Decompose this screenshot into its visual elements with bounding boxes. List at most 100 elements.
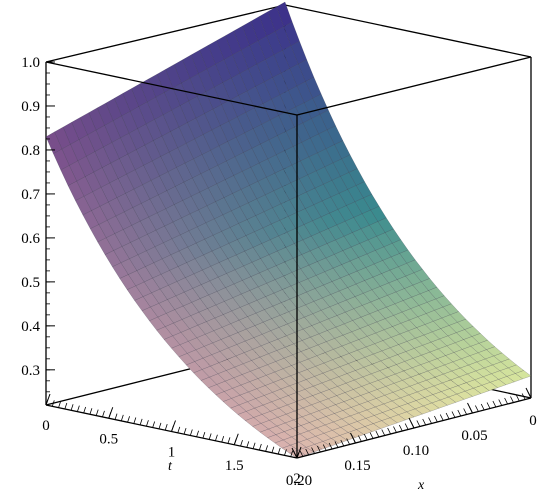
x-minor-tick <box>293 451 298 459</box>
z-tick-label: 0.7 <box>21 187 40 203</box>
x-minor-tick <box>463 408 468 415</box>
x-minor-tick <box>486 402 491 409</box>
t-minor-tick <box>240 439 243 447</box>
t-minor-tick <box>215 434 218 441</box>
x-minor-tick <box>387 427 391 435</box>
t-axis-label: t <box>168 459 173 474</box>
t-tick-label: 0.5 <box>99 431 118 447</box>
z-tick-label: 1.0 <box>21 55 40 71</box>
x-minor-tick <box>457 409 462 417</box>
t-minor-tick <box>64 402 68 410</box>
t-minor-tick <box>296 451 300 459</box>
x-minor-tick <box>381 429 386 436</box>
x-minor-tick <box>334 441 339 448</box>
x-minor-tick <box>434 415 438 423</box>
t-minor-tick <box>189 429 193 436</box>
box-edge-top-front-right <box>296 56 532 116</box>
t-minor-tick <box>108 412 112 419</box>
t-minor-tick <box>177 426 181 433</box>
x-minor-tick <box>510 396 514 403</box>
x-minor-tick <box>393 426 397 433</box>
t-minor-tick <box>284 449 287 456</box>
t-minor-tick <box>202 431 206 439</box>
x-minor-tick <box>469 406 473 414</box>
x-minor-tick <box>317 445 321 453</box>
x-minor-tick <box>369 432 374 439</box>
x-minor-tick <box>352 436 356 444</box>
t-minor-tick <box>120 414 124 422</box>
t-minor-tick <box>196 430 199 437</box>
x-minor-tick <box>527 391 532 399</box>
t-minor-tick <box>258 443 262 451</box>
z-tick-label: 0.8 <box>21 143 40 159</box>
t-minor-tick <box>183 428 187 435</box>
x-minor-tick <box>328 442 333 450</box>
x-minor-tick <box>445 412 450 420</box>
t-minor-tick <box>127 416 130 423</box>
x-minor-tick <box>299 450 304 457</box>
x-minor-tick <box>305 448 310 456</box>
x-minor-tick <box>498 399 503 406</box>
t-minor-tick <box>45 398 49 406</box>
t-minor-tick <box>221 435 225 443</box>
t-minor-tick <box>208 433 212 440</box>
t-tick-label: 2 <box>293 471 301 487</box>
z-tick-label: 0.4 <box>21 319 40 335</box>
x-tick-label: 0.05 <box>461 428 487 444</box>
x-minor-tick <box>521 393 526 400</box>
t-minor-tick <box>171 425 174 432</box>
t-minor-tick <box>83 406 87 414</box>
box-edge-top-right <box>284 4 532 58</box>
t-minor-tick <box>102 410 105 418</box>
t-minor-tick <box>277 447 281 455</box>
t-tick-label: 1.5 <box>225 458 244 474</box>
z-tick-label: 0.6 <box>21 231 40 247</box>
x-tick-label: 0.15 <box>344 458 370 474</box>
x-axis-label: x <box>417 478 425 493</box>
x-minor-tick <box>340 439 345 447</box>
t-tick-label: 1 <box>168 445 176 461</box>
x-minor-tick <box>422 418 427 426</box>
t-minor-tick <box>265 445 269 452</box>
t-minor-tick <box>95 409 99 416</box>
x-tick-label: 0.10 <box>403 443 429 459</box>
x-minor-tick <box>480 403 485 411</box>
box-edge-top-left <box>45 4 286 63</box>
t-minor-tick <box>252 442 256 449</box>
x-minor-tick <box>416 420 421 427</box>
x-minor-tick <box>515 394 520 402</box>
t-tick-label: 0 <box>42 418 50 434</box>
x-minor-tick <box>504 397 508 405</box>
x-minor-tick <box>404 423 409 430</box>
t-minor-tick <box>233 438 237 445</box>
t-minor-tick <box>89 408 93 415</box>
t-minor-tick <box>51 400 55 407</box>
x-minor-tick <box>363 433 368 441</box>
t-minor-tick <box>58 401 61 408</box>
axis-ticks <box>45 61 532 459</box>
x-minor-tick <box>322 444 327 451</box>
surface-mesh <box>45 1 532 459</box>
x-tick-label: 0.20 <box>286 473 312 489</box>
z-tick-label: 0.5 <box>21 275 40 291</box>
z-tick-label: 0.9 <box>21 99 40 115</box>
t-minor-tick <box>164 424 168 431</box>
x-minor-tick <box>474 405 479 412</box>
x-minor-tick <box>311 447 315 454</box>
t-minor-tick <box>133 417 137 424</box>
axis-tick-labels: 0.3 0.4 0.5 0.6 0.7 0.8 0.9 1.0 0 0.5 1 1.5 2 0 0.05 0.… <box>21 55 537 489</box>
x-minor-tick <box>357 435 362 442</box>
z-tick-label: 0.3 <box>21 363 40 379</box>
t-minor-tick <box>158 422 162 429</box>
t-minor-tick <box>227 437 231 444</box>
t-minor-tick <box>70 404 74 411</box>
t-minor-tick <box>139 418 143 426</box>
t-minor-tick <box>76 405 80 412</box>
x-minor-tick <box>451 411 456 418</box>
t-minor-tick <box>271 446 275 453</box>
x-minor-tick <box>375 430 380 438</box>
box-edge-top-front-left <box>45 61 298 116</box>
t-minor-tick <box>146 420 149 427</box>
x-minor-tick <box>439 414 444 421</box>
